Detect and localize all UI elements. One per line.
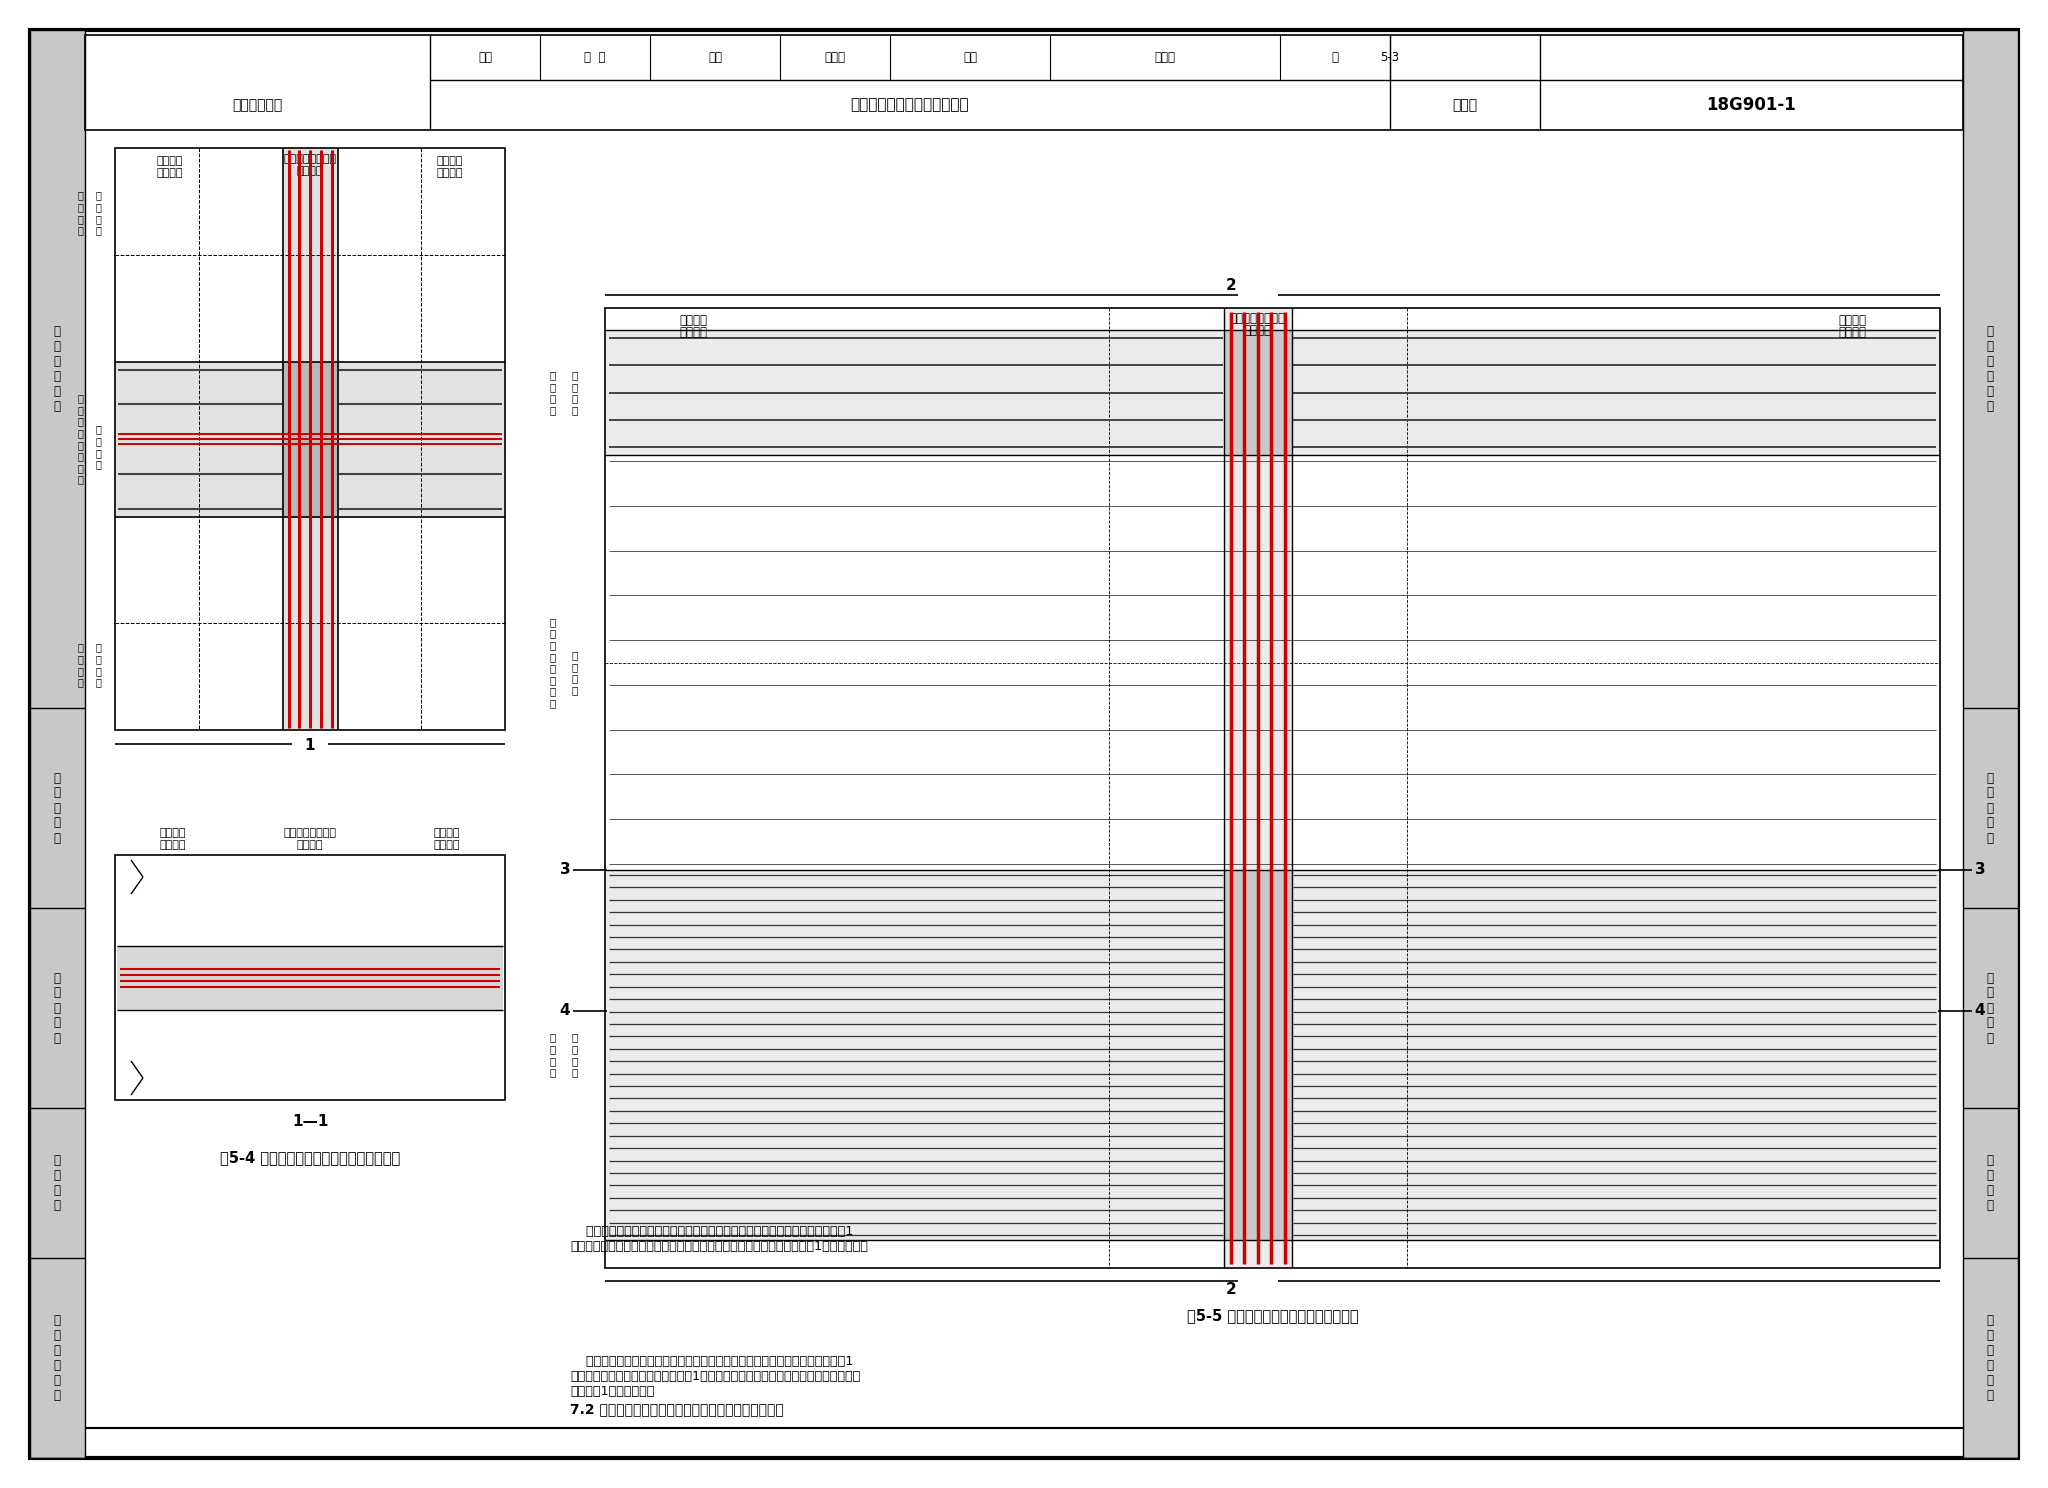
Bar: [604, 308, 1939, 1268]
Bar: [604, 330, 1939, 455]
Text: 无梁楼盖钢筋排布规则总说明: 无梁楼盖钢筋排布规则总说明: [850, 98, 969, 113]
Bar: [1223, 308, 1292, 1268]
Bar: [115, 147, 506, 731]
Text: 高志强: 高志强: [825, 51, 846, 64]
Bar: [1962, 30, 2017, 1458]
Text: 长跨方向柱上板带: 长跨方向柱上板带: [283, 827, 336, 838]
Text: 图5-5 柱上板带支座两侧下部钢筋排布图: 图5-5 柱上板带支座两侧下部钢筋排布图: [1186, 1308, 1358, 1323]
Bar: [283, 147, 338, 731]
Text: 7.2 柱上板带下部纵向钢筋在支座宽度范围外的排布：: 7.2 柱上板带下部纵向钢筋在支座宽度范围外的排布：: [569, 1402, 784, 1417]
Text: 4: 4: [559, 1003, 569, 1018]
Text: 跨
中
板
带: 跨 中 板 带: [94, 190, 100, 235]
Bar: [86, 36, 1962, 129]
Text: 长
跨
方
向: 长 跨 方 向: [78, 643, 82, 687]
Text: 长
跨
方
向: 长 跨 方 向: [78, 190, 82, 235]
Text: 柱支座宽: 柱支座宽: [297, 841, 324, 850]
Bar: [115, 362, 506, 516]
Text: 5-3: 5-3: [1380, 51, 1399, 64]
Bar: [1223, 330, 1292, 455]
Text: 框
架
部
分: 框 架 部 分: [1987, 1155, 1993, 1213]
Bar: [1223, 870, 1292, 1240]
Text: 剪
力
墙
部
分: 剪 力 墙 部 分: [53, 972, 61, 1045]
Text: 一
般
构
造
要
求: 一 般 构 造 要 求: [1987, 1314, 1993, 1402]
Text: 跨
中
板
带: 跨 中 板 带: [571, 371, 578, 415]
Text: 刘  敏: 刘 敏: [584, 51, 606, 64]
Text: 图5-4 柱上板带支座范围内下部钢筋排布图: 图5-4 柱上板带支座范围内下部钢筋排布图: [219, 1150, 399, 1165]
Text: 无梁楼盖部分: 无梁楼盖部分: [231, 98, 283, 112]
Text: 短跨方向: 短跨方向: [436, 156, 463, 167]
Text: 短跨方向柱上板带: 短跨方向柱上板带: [283, 153, 336, 164]
Bar: [31, 30, 86, 1458]
Text: 3: 3: [1974, 863, 1985, 878]
Text: 剪
力
墙
部
分: 剪 力 墙 部 分: [1987, 972, 1993, 1045]
Text: 短跨方向: 短跨方向: [1837, 314, 1866, 327]
Text: 短跨方向柱上板带在柱支座两侧的其余下部纵筋在跨中板带宽度范围内置于下1
层，到长跨方向柱上板带边处再采用同层弯折搭让方案，置于长跨方向下1层纵筋之上。: 短跨方向柱上板带在柱支座两侧的其余下部纵筋在跨中板带宽度范围内置于下1 层，到长…: [569, 1225, 868, 1253]
Text: 2: 2: [1227, 1283, 1237, 1298]
Text: 长跨方向: 长跨方向: [434, 827, 461, 838]
Text: 对于长方形板块，应将长跨方向柱上板带在柱支座两侧的其余下部纵筋置于下1
层，在支座边与短跨方向柱上板带下1层纵筋交叉处再采用同层弯折搭让方案，置于短
跨方向下1: 对于长方形板块，应将长跨方向柱上板带在柱支座两侧的其余下部纵筋置于下1 层，在支…: [569, 1356, 860, 1399]
Text: 长
跨
方
向
柱
上
板
带: 长 跨 方 向 柱 上 板 带: [549, 618, 557, 708]
Text: 普
通
板
部
分: 普 通 板 部 分: [53, 771, 61, 845]
Text: 跨中板带: 跨中板带: [436, 168, 463, 179]
Text: 设计: 设计: [963, 51, 977, 64]
Text: 普
通
板
部
分: 普 通 板 部 分: [1987, 771, 1993, 845]
Text: 无
梁
楼
盖
部
分: 无 梁 楼 盖 部 分: [1987, 324, 1993, 414]
Text: 跨中板带: 跨中板带: [158, 168, 182, 179]
Text: 长
跨
方
向
柱
上
板
带: 长 跨 方 向 柱 上 板 带: [78, 393, 82, 485]
Text: 1—1: 1—1: [291, 1115, 328, 1129]
Text: 18G901-1: 18G901-1: [1706, 97, 1796, 115]
Text: 一
般
构
造
要
求: 一 般 构 造 要 求: [53, 1314, 61, 1402]
Text: 审核: 审核: [477, 51, 492, 64]
Bar: [283, 362, 338, 516]
Text: 图集号: 图集号: [1452, 98, 1477, 112]
Text: 校对: 校对: [709, 51, 723, 64]
Text: 张月明: 张月明: [1155, 51, 1176, 64]
Text: 柱
支
座
宽: 柱 支 座 宽: [94, 424, 100, 469]
Text: 2: 2: [1227, 278, 1237, 293]
Text: 4: 4: [1974, 1003, 1985, 1018]
Text: 跨中板带: 跨中板带: [680, 326, 707, 339]
Bar: [117, 945, 504, 1009]
Text: 短跨方向: 短跨方向: [158, 156, 182, 167]
Text: 无
梁
楼
盖
部
分: 无 梁 楼 盖 部 分: [53, 324, 61, 414]
Text: 短跨方向柱上板带: 短跨方向柱上板带: [1229, 312, 1286, 326]
Text: 跨
中
板
带: 跨 中 板 带: [94, 643, 100, 687]
Text: 3: 3: [559, 863, 569, 878]
Bar: [115, 147, 506, 731]
Text: 柱
支
座
宽: 柱 支 座 宽: [571, 650, 578, 695]
Text: 页: 页: [1331, 51, 1339, 64]
Text: 跨中板带: 跨中板带: [434, 841, 461, 850]
Bar: [115, 856, 506, 1100]
Text: 跨中板带: 跨中板带: [160, 841, 186, 850]
Text: 柱支座宽: 柱支座宽: [1243, 324, 1272, 338]
Text: 框
架
部
分: 框 架 部 分: [53, 1155, 61, 1213]
Text: 柱支座宽: 柱支座宽: [297, 167, 324, 176]
Text: 长
跨
方
向: 长 跨 方 向: [549, 371, 557, 415]
Text: 1: 1: [305, 738, 315, 753]
Bar: [604, 870, 1939, 1240]
Text: 跨
中
板
带: 跨 中 板 带: [571, 1033, 578, 1077]
Text: 短跨方向: 短跨方向: [680, 314, 707, 327]
Text: 长
跨
方
向: 长 跨 方 向: [549, 1033, 557, 1077]
Text: 跨中板带: 跨中板带: [1837, 326, 1866, 339]
Bar: [604, 308, 1939, 1268]
Text: 长跨方向: 长跨方向: [160, 827, 186, 838]
